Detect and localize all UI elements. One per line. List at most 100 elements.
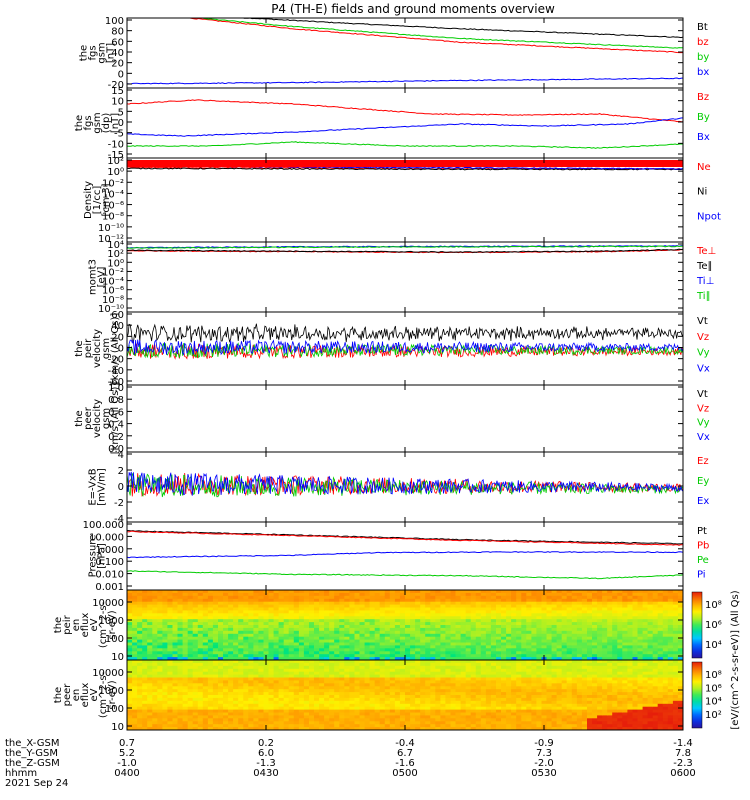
heatmap-cell — [415, 595, 421, 600]
heatmap-cell — [430, 727, 436, 730]
legend-Ey: Ey — [697, 476, 709, 487]
heatmap-cell — [531, 651, 538, 655]
heatmap-cell — [187, 610, 194, 614]
heatmap-cell — [248, 718, 254, 722]
heatmap-cell — [298, 598, 305, 603]
heatmap-cell — [137, 654, 143, 658]
heatmap-cell — [248, 633, 254, 638]
heatmap-cell — [440, 639, 447, 644]
heatmap-cell — [399, 680, 406, 684]
heatmap-cell — [516, 592, 522, 597]
heatmap-cell — [374, 695, 381, 699]
heatmap-cell — [612, 648, 618, 652]
heatmap-cell — [379, 689, 386, 693]
heatmap-cell — [324, 613, 330, 617]
heatmap-cell — [369, 727, 376, 730]
heatmap-cell — [152, 622, 158, 626]
heatmap-cell — [480, 709, 487, 714]
heatmap-cell — [364, 657, 371, 660]
heatmap-cell — [516, 671, 522, 676]
heatmap-cell — [531, 627, 538, 632]
heatmap-cell — [506, 712, 512, 716]
heatmap-cell — [496, 700, 502, 705]
heatmap-cell — [490, 706, 497, 711]
heatmap-cell — [506, 665, 512, 670]
heatmap-cell — [197, 689, 204, 693]
heatmap-cell — [470, 715, 477, 719]
heatmap-cell — [415, 686, 421, 690]
heatmap-cell — [344, 686, 350, 690]
heatmap-cell — [516, 613, 522, 617]
heatmap-cell — [521, 662, 527, 667]
heatmap-cell — [197, 633, 204, 638]
heatmap-cell — [672, 598, 679, 603]
heatmap-cell — [248, 689, 254, 693]
heatmap-cell — [212, 692, 219, 696]
heatmap-cell — [521, 633, 527, 638]
heatmap-cell — [162, 668, 169, 673]
heatmap-cell — [592, 627, 598, 632]
heatmap-cell — [460, 700, 467, 705]
heatmap-cell — [445, 671, 452, 676]
heatmap-cell — [359, 677, 366, 681]
heatmap-cell — [228, 657, 234, 660]
heatmap-cell — [324, 674, 330, 679]
heatmap-cell — [334, 697, 340, 702]
heatmap-cell — [379, 706, 386, 711]
heatmap-cell — [652, 590, 659, 594]
heatmap-cell — [364, 592, 371, 597]
heatmap-cell — [410, 683, 416, 687]
heatmap-cell — [258, 712, 265, 716]
heatmap-cell — [551, 651, 558, 655]
heatmap-cell — [622, 651, 628, 655]
heatmap-cell — [354, 712, 361, 716]
heatmap-cell — [465, 636, 472, 641]
heatmap-cell — [324, 665, 330, 670]
heatmap-cell — [369, 630, 376, 635]
heatmap-cell — [248, 601, 254, 606]
heatmap-cell — [182, 700, 189, 705]
heatmap-cell — [177, 598, 184, 603]
heatmap-cell — [460, 595, 467, 600]
heatmap-cell — [561, 651, 568, 655]
heatmap-cell — [268, 639, 275, 644]
heatmap-cell — [369, 651, 376, 655]
heatmap-cell — [228, 630, 234, 635]
heatmap-cell — [415, 648, 421, 652]
heatmap-cell — [172, 625, 179, 629]
heatmap-cell — [490, 630, 497, 635]
heatmap-cell — [425, 651, 431, 655]
heatmap-cell — [662, 601, 669, 606]
y-tick-label: 80 — [111, 27, 124, 38]
heatmap-cell — [349, 648, 356, 652]
heatmap-cell — [607, 601, 613, 606]
heatmap-cell — [182, 662, 189, 667]
heatmap-cell — [147, 630, 153, 635]
heatmap-cell — [485, 622, 492, 626]
heatmap-cell — [475, 665, 482, 670]
heatmap-cell — [445, 622, 452, 626]
heatmap-cell — [278, 718, 285, 722]
heatmap-cell — [137, 662, 143, 667]
heatmap-cell — [399, 598, 406, 603]
heatmap-cell — [485, 718, 492, 722]
heatmap-cell — [526, 715, 532, 719]
heatmap-cell — [511, 680, 517, 684]
heatmap-cell — [480, 674, 487, 679]
heatmap-cell — [475, 595, 482, 600]
heatmap-cell — [592, 598, 598, 603]
heatmap-cell — [127, 727, 133, 730]
heatmap-cell — [384, 633, 391, 638]
heatmap-cell — [157, 697, 163, 702]
heatmap-cell — [475, 724, 482, 728]
heatmap-cell — [455, 718, 462, 722]
heatmap-cell — [303, 651, 310, 655]
heatmap-cell — [379, 625, 386, 629]
heatmap-cell — [309, 595, 315, 600]
heatmap-cell — [273, 718, 280, 722]
heatmap-cell — [576, 622, 583, 626]
heatmap-cell — [278, 668, 285, 673]
heatmap-cell — [127, 703, 133, 708]
heatmap-cell — [415, 662, 421, 667]
heatmap-cell — [516, 636, 522, 641]
